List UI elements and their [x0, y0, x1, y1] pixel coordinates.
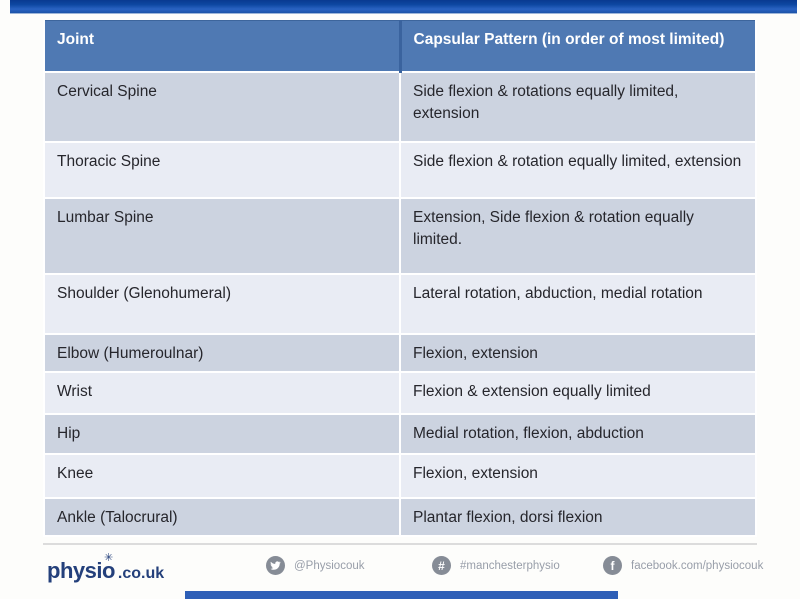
table-row: Shoulder (Glenohumeral) Lateral rotation…	[43, 273, 757, 335]
twitter-handle: @Physiocouk	[266, 556, 364, 575]
joint-cell: Thoracic Spine	[43, 141, 401, 199]
footer-divider	[43, 543, 757, 545]
bottom-progress-bar	[185, 591, 618, 599]
pattern-cell: Side flexion & rotation equally limited,…	[399, 141, 757, 199]
pattern-cell: Flexion & extension equally limited	[399, 371, 757, 415]
table-row: Elbow (Humeroulnar) Flexion, extension	[43, 333, 757, 373]
physio-logo: physio ✳ .co.uk	[47, 552, 165, 584]
column-header-joint: Joint	[43, 20, 401, 73]
physio-logo-suffix: .co.uk	[117, 565, 165, 582]
table-row: Thoracic Spine Side flexion & rotation e…	[43, 141, 757, 199]
table-row: Ankle (Talocrural) Plantar flexion, dors…	[43, 497, 757, 537]
capsular-pattern-table: Joint Capsular Pattern (in order of most…	[43, 20, 757, 537]
joint-cell: Hip	[43, 413, 401, 455]
joint-cell: Cervical Spine	[43, 71, 401, 143]
physio-logo-brand: physio	[47, 558, 115, 583]
table-row: Cervical Spine Side flexion & rotations …	[43, 71, 757, 143]
pattern-cell: Lateral rotation, abduction, medial rota…	[399, 273, 757, 335]
pattern-cell: Plantar flexion, dorsi flexion	[399, 497, 757, 537]
pattern-cell: Flexion, extension	[399, 333, 757, 373]
table-header-row: Joint Capsular Pattern (in order of most…	[43, 20, 757, 73]
joint-cell: Knee	[43, 453, 401, 499]
hashtag-label: #manchesterphysio	[460, 559, 560, 572]
twitter-handle-label: @Physiocouk	[294, 559, 365, 572]
joint-cell: Ankle (Talocrural)	[43, 497, 401, 537]
pattern-cell: Flexion, extension	[399, 453, 757, 499]
sunburst-icon: ✳	[104, 552, 114, 564]
facebook-handle: f facebook.com/physiocouk	[603, 556, 763, 575]
joint-cell: Wrist	[43, 371, 401, 415]
pattern-cell: Extension, Side flexion & rotation equal…	[399, 197, 757, 275]
top-banner-bar	[10, 0, 797, 14]
hashtag-icon: #	[432, 556, 451, 575]
column-header-capsular-pattern: Capsular Pattern (in order of most limit…	[398, 20, 757, 73]
joint-cell: Shoulder (Glenohumeral)	[43, 273, 401, 335]
facebook-icon: f	[603, 556, 622, 575]
joint-cell: Elbow (Humeroulnar)	[43, 333, 401, 373]
twitter-icon	[266, 556, 285, 575]
pattern-cell: Side flexion & rotations equally limited…	[399, 71, 757, 143]
table-row: Knee Flexion, extension	[43, 453, 757, 499]
table-row: Hip Medial rotation, flexion, abduction	[43, 413, 757, 455]
joint-cell: Lumbar Spine	[43, 197, 401, 275]
facebook-url-label: facebook.com/physiocouk	[631, 559, 764, 572]
table-row: Wrist Flexion & extension equally limite…	[43, 371, 757, 415]
table-row: Lumbar Spine Extension, Side flexion & r…	[43, 197, 757, 275]
pattern-cell: Medial rotation, flexion, abduction	[399, 413, 757, 455]
hashtag-handle: # #manchesterphysio	[432, 556, 560, 575]
